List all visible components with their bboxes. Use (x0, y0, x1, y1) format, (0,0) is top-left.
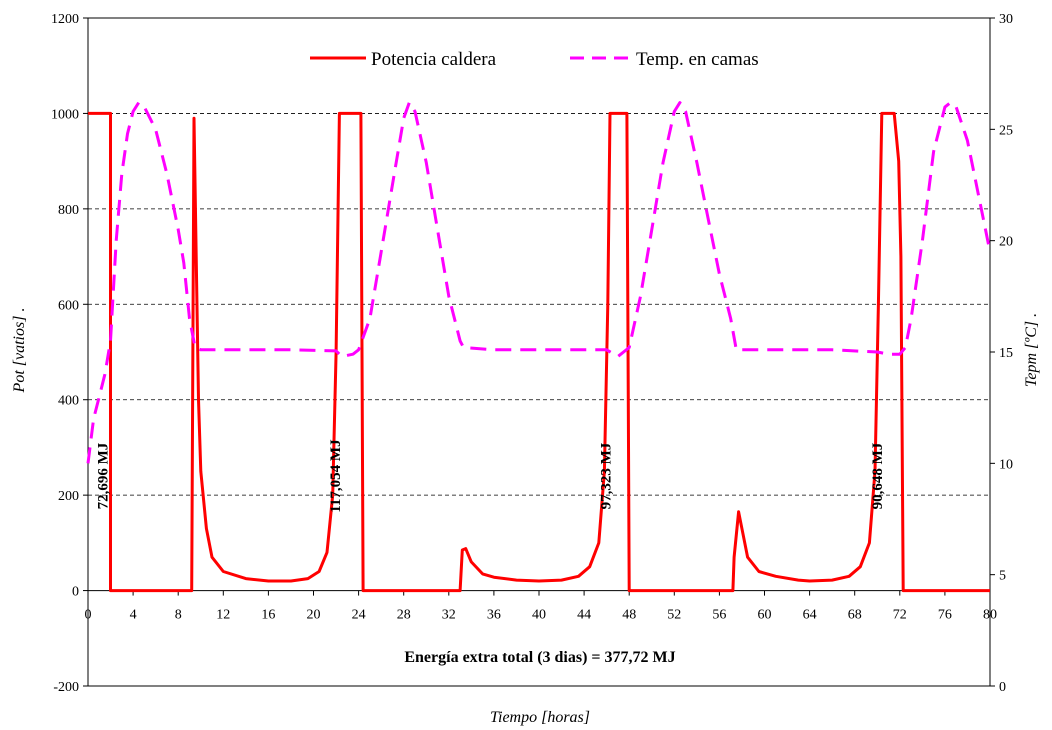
legend-label-temp: Temp. en camas (636, 49, 759, 70)
y2-tick-label: 0 (999, 680, 1006, 695)
x-tick-label: 56 (712, 608, 726, 623)
x-tick-label: 44 (577, 608, 591, 623)
x-tick-label: 32 (442, 608, 456, 623)
gridlines (88, 113, 990, 496)
x-tick-label: 4 (130, 608, 137, 623)
series-layer (86, 101, 992, 593)
total-energy-label: Energía extra total (3 dias) = 377,72 MJ (404, 649, 675, 666)
y2-axis-title: Tepm [ºC] . (1023, 313, 1040, 387)
x-tick-label: 60 (758, 608, 772, 623)
x-tick-label: 80 (983, 608, 997, 623)
x-tick-label: 64 (803, 608, 817, 623)
energy-annotation: 90,648 MJ (870, 442, 886, 509)
energy-annotation: 97,323 MJ (598, 442, 614, 509)
legend: Potencia caldera Temp. en camas (310, 49, 759, 70)
x-tick-label: 68 (848, 608, 862, 623)
x-tick-label: 28 (397, 608, 411, 623)
x-tick-label: 52 (667, 608, 681, 623)
axes: 0 4 8 12 16 20 24 28 32 36 40 44 48 52 56 60 64 68 72 76 80-… (51, 12, 1013, 695)
legend-label-potencia: Potencia caldera (371, 49, 497, 70)
annotations: 72,696 MJ 117,054 MJ 97,323 MJ 90,648 MJ (96, 439, 887, 513)
y2-tick-label: 20 (999, 235, 1013, 250)
y-tick-label: 800 (58, 203, 79, 218)
x-tick-label: 0 (85, 608, 92, 623)
x-tick-label: 76 (938, 608, 952, 623)
y-tick-label: 600 (58, 298, 79, 313)
series-line-potencia (88, 111, 990, 593)
x-tick-label: 12 (216, 608, 230, 623)
x-tick-label: 48 (622, 608, 636, 623)
x-tick-label: 16 (261, 608, 275, 623)
y-tick-label: 1000 (51, 107, 79, 122)
y-tick-label: 200 (58, 489, 79, 504)
x-tick-label: 8 (175, 608, 182, 623)
y2-tick-label: 10 (999, 457, 1013, 472)
x-tick-label: 72 (893, 608, 907, 623)
x-tick-label: 24 (352, 608, 366, 623)
y2-tick-label: 5 (999, 569, 1006, 584)
y2-tick-label: 30 (999, 12, 1013, 27)
y-tick-label: 400 (58, 394, 79, 409)
y-axis-title: Pot [vatios] . (11, 308, 28, 394)
energy-annotation: 72,696 MJ (96, 442, 112, 509)
x-tick-label: 20 (307, 608, 321, 623)
x-axis-title: Tiempo [horas] (490, 709, 590, 726)
series-line-temp (86, 101, 992, 464)
y-tick-label: 1200 (51, 12, 79, 27)
y-tick-label: 0 (72, 585, 79, 600)
x-tick-label: 36 (487, 608, 501, 623)
y2-tick-label: 15 (999, 346, 1013, 361)
y-tick-label: -200 (53, 680, 79, 695)
x-tick-label: 40 (532, 608, 546, 623)
y2-tick-label: 25 (999, 123, 1013, 138)
energy-annotation: 117,054 MJ (328, 439, 344, 513)
